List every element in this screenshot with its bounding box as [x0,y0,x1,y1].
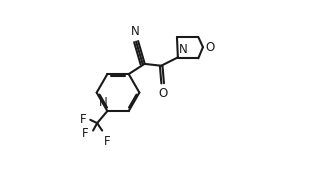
Text: N: N [179,43,187,56]
Text: O: O [206,41,215,54]
Text: F: F [79,113,86,126]
Text: F: F [82,127,89,140]
Text: N: N [99,96,108,109]
Text: O: O [158,88,167,100]
Text: F: F [104,135,110,148]
Text: N: N [131,24,140,38]
